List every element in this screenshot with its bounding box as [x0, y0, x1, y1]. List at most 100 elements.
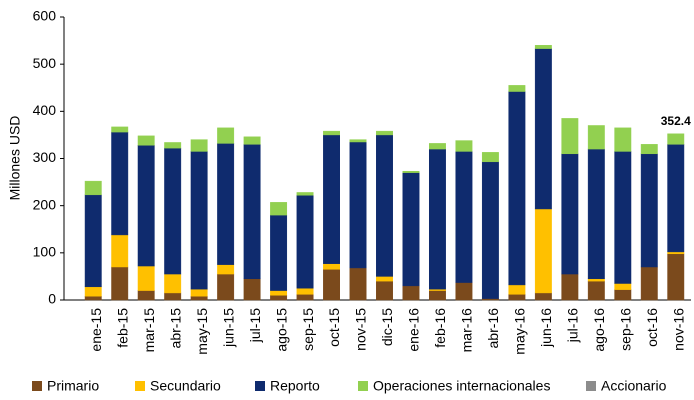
- bar-segment: [614, 127, 632, 152]
- bar-segment: [376, 130, 393, 136]
- bar-segment: [667, 251, 685, 255]
- legend-swatch: [358, 381, 368, 391]
- bar-segment: [243, 144, 261, 280]
- bar-segment: [561, 273, 579, 301]
- bar-segment: [508, 284, 526, 295]
- x-tick-label: feb-15: [114, 308, 130, 348]
- bar-segment: [190, 295, 208, 301]
- bar-segment: [667, 133, 685, 145]
- bar-segment: [296, 287, 314, 295]
- y-tick-label: 600: [33, 8, 57, 24]
- bar-segment: [455, 151, 473, 283]
- legend-swatch: [135, 381, 145, 391]
- y-tick-label: 500: [33, 55, 57, 71]
- bar-segment: [534, 48, 552, 210]
- bar-segment: [190, 151, 208, 290]
- x-tick-label: jun-16: [538, 308, 554, 348]
- bar-segment: [614, 283, 632, 290]
- legend-swatch: [586, 381, 596, 391]
- y-axis-label: Millones USD: [7, 116, 23, 201]
- x-tick-label: nov-15: [353, 308, 369, 351]
- bar-segment: [190, 288, 208, 297]
- bar-segment: [137, 265, 155, 291]
- legend-label: Accionario: [601, 378, 667, 394]
- bar-segment: [164, 147, 182, 275]
- bar-segment: [614, 151, 632, 284]
- bar-segment: [323, 269, 341, 301]
- annotation: 352.4: [661, 114, 691, 128]
- x-tick-label: dic-15: [379, 308, 395, 346]
- bar-segment: [111, 234, 129, 268]
- y-tick-label: 200: [33, 196, 57, 212]
- bar-segment: [534, 208, 552, 294]
- x-tick-label: jun-15: [220, 308, 236, 348]
- bar-segment: [508, 85, 526, 92]
- bar-segment: [296, 294, 314, 301]
- x-tick-label: may-15: [194, 308, 210, 355]
- y-tick-label: 0: [48, 291, 56, 307]
- bar-segment: [243, 278, 261, 301]
- bar-segment: [164, 142, 182, 149]
- bar-segment: [640, 153, 658, 268]
- x-tick-label: ene-16: [406, 308, 422, 352]
- legend-swatch: [255, 381, 265, 391]
- bar-segment: [376, 134, 393, 277]
- bar-segment: [402, 285, 420, 301]
- bar-segment: [164, 273, 182, 294]
- bar-segment: [111, 126, 129, 133]
- bar-segment: [534, 45, 552, 49]
- bar-segment: [428, 290, 446, 301]
- bar-segment: [376, 276, 393, 282]
- bar-segment: [481, 161, 499, 299]
- x-tick-label: jul-16: [565, 308, 581, 343]
- bar-segment: [323, 263, 341, 270]
- bar-segment: [270, 290, 288, 296]
- x-tick-label: oct-15: [326, 308, 342, 347]
- bar-segment: [217, 264, 235, 275]
- bar-segment: [667, 253, 685, 301]
- bar-segment: [534, 292, 552, 301]
- bar-segment: [455, 282, 473, 301]
- bar-segment: [428, 148, 446, 290]
- bar-segment: [84, 194, 102, 288]
- bar-segment: [270, 202, 288, 216]
- bar-segment: [587, 125, 605, 150]
- bar-segment: [164, 292, 182, 301]
- bar-segment: [190, 139, 208, 152]
- bar-segment: [587, 280, 605, 301]
- x-tick-label: ene-15: [88, 308, 104, 352]
- x-tick-label: ago-15: [273, 308, 289, 352]
- x-tick-label: jul-15: [247, 308, 263, 343]
- bar-segment: [376, 280, 393, 301]
- bar-segment: [296, 192, 314, 196]
- bar-segment: [270, 295, 288, 301]
- x-tick-label: may-16: [512, 308, 528, 355]
- x-tick-label: mar-15: [141, 308, 157, 353]
- x-tick-label: abr-16: [485, 308, 501, 349]
- bar-segment: [667, 144, 685, 253]
- bar-segment: [402, 170, 420, 173]
- bar-segment: [508, 91, 526, 286]
- x-tick-label: abr-15: [167, 308, 183, 349]
- bar-segment: [217, 127, 235, 144]
- bar-segment: [614, 289, 632, 301]
- bar-segment: [137, 135, 155, 146]
- bar-segment: [561, 153, 579, 275]
- x-tick-label: sep-16: [618, 308, 634, 351]
- bar-segment: [508, 294, 526, 301]
- bar-segment: [455, 140, 473, 152]
- legend-label: Operaciones internacionales: [373, 378, 550, 394]
- legend-label: Secundario: [150, 378, 221, 394]
- bar-segment: [640, 266, 658, 301]
- x-tick-label: ago-16: [591, 308, 607, 352]
- bar-segment: [402, 172, 420, 287]
- bar-segment: [640, 144, 658, 155]
- bar-segment: [84, 295, 102, 301]
- x-tick-label: oct-16: [644, 308, 660, 347]
- legend-swatch: [32, 381, 42, 391]
- y-tick-label: 400: [33, 102, 57, 118]
- y-tick-label: 300: [33, 149, 57, 165]
- x-tick-label: mar-16: [459, 308, 475, 353]
- x-tick-label: sep-15: [300, 308, 316, 351]
